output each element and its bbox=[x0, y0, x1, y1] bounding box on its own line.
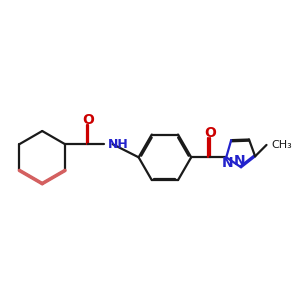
Text: O: O bbox=[204, 126, 216, 140]
Text: N: N bbox=[234, 154, 245, 168]
Text: CH₃: CH₃ bbox=[272, 140, 292, 150]
Text: N: N bbox=[222, 156, 233, 170]
Text: O: O bbox=[82, 113, 94, 127]
Text: NH: NH bbox=[108, 138, 129, 151]
